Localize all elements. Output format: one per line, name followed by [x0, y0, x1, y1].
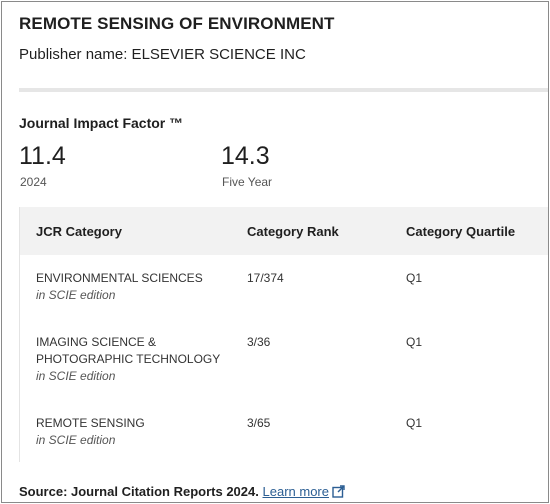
table-header: JCR Category Category Rank Category Quar… [20, 207, 548, 255]
header-category-quartile: Category Quartile [406, 224, 516, 239]
category-rank: 17/374 [247, 271, 284, 285]
publisher-name: Publisher name: ELSEVIER SCIENCE INC [19, 46, 306, 63]
impact-factor-heading: Journal Impact Factor ™ [19, 115, 184, 131]
category-quartile: Q1 [406, 416, 423, 430]
category-name: IMAGING SCIENCE & PHOTOGRAPHIC TECHNOLOG… [36, 335, 221, 366]
section-divider [19, 88, 548, 92]
category-rank: 3/65 [247, 416, 271, 430]
impact-factor-value: 11.4 [19, 142, 66, 170]
source-line: Source: Journal Citation Reports 2024. L… [19, 484, 345, 501]
header-category-rank: Category Rank [247, 224, 339, 239]
category-rank: 3/36 [247, 335, 271, 349]
five-year-label: Five Year [222, 175, 273, 189]
category-quartile: Q1 [406, 335, 423, 349]
source-label: Source: Journal Citation Reports [19, 484, 223, 499]
five-year-impact-factor-value: 14.3 [221, 142, 270, 170]
journal-title: REMOTE SENSING OF ENVIRONMENT [19, 14, 335, 33]
source-year: 2024. [226, 484, 259, 499]
category-edition: in SCIE edition [36, 288, 116, 302]
category-cell: ENVIRONMENTAL SCIENCES in SCIE edition [36, 270, 226, 304]
category-cell: REMOTE SENSING in SCIE edition [36, 415, 226, 449]
category-edition: in SCIE edition [36, 369, 116, 383]
external-link-icon[interactable] [332, 485, 345, 501]
category-quartile: Q1 [406, 271, 423, 285]
impact-factor-year: 2024 [20, 175, 47, 189]
category-edition: in SCIE edition [36, 433, 116, 447]
category-cell: IMAGING SCIENCE & PHOTOGRAPHIC TECHNOLOG… [36, 334, 226, 385]
jcr-category-table: JCR Category Category Rank Category Quar… [19, 207, 548, 462]
category-name: REMOTE SENSING [36, 416, 145, 430]
header-jcr-category: JCR Category [36, 224, 122, 239]
category-name: ENVIRONMENTAL SCIENCES [36, 271, 203, 285]
learn-more-link[interactable]: Learn more [262, 484, 329, 499]
